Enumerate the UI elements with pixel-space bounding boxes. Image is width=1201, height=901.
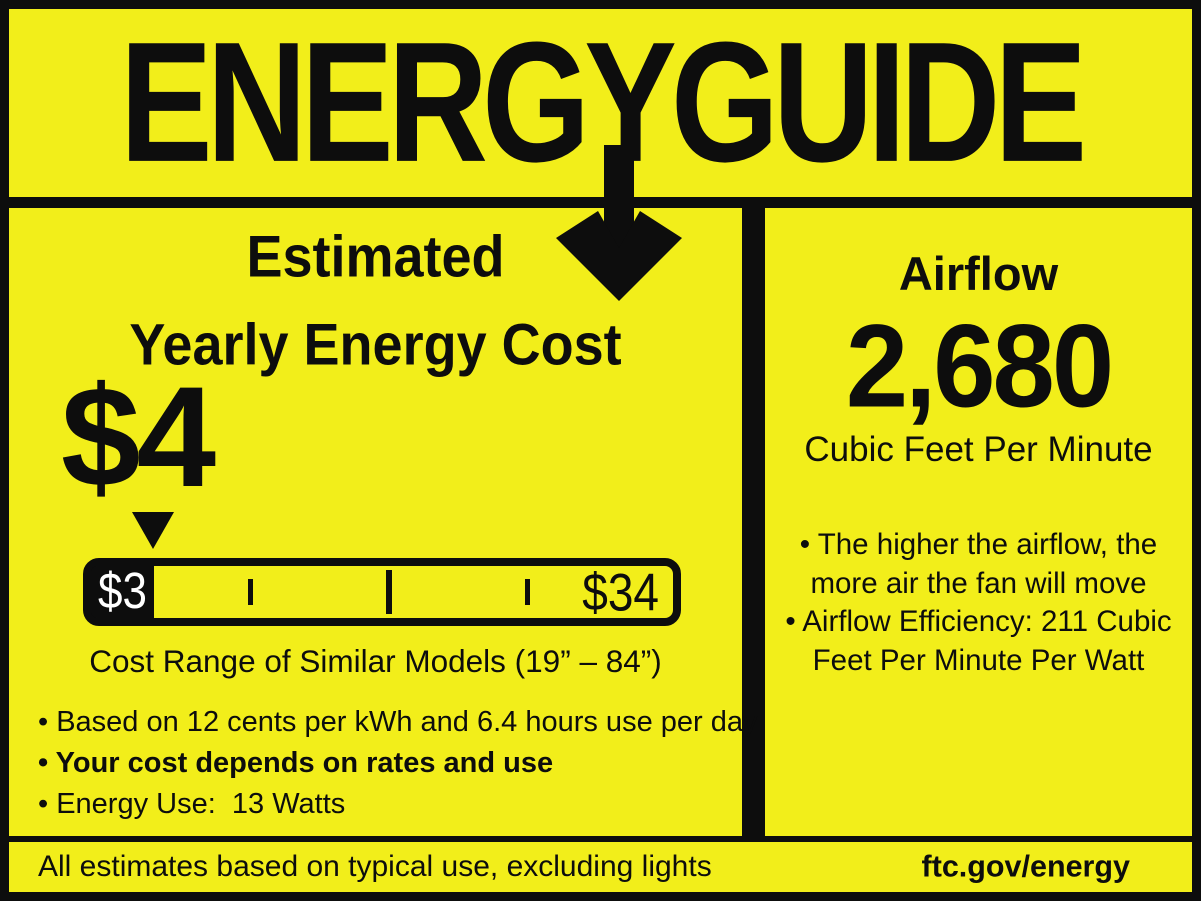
airflow-value: 2,680 <box>845 300 1114 432</box>
cost-footnotes: • Based on 12 cents per kWh and 6.4 hour… <box>38 702 757 825</box>
cost-marker-triangle-icon <box>132 512 174 549</box>
range-low-segment: $3 <box>91 566 154 618</box>
ftc-website-text: ftc.gov/energy <box>921 849 1130 884</box>
cost-range-caption: Cost Range of Similar Models (19” – 84”) <box>89 643 662 679</box>
airflow-note-line: • The higher the airflow, the <box>799 528 1158 561</box>
airflow-section: Airflow 2,680 Cubic Feet Per Minute • Th… <box>765 208 1192 836</box>
estimated-heading: Estimated <box>246 224 505 290</box>
range-high-label: $34 <box>582 562 659 622</box>
footnote-energy-use: • Energy Use: 13 Watts <box>38 788 346 820</box>
footnote-cost-depends: • Your cost depends on rates and use <box>38 747 554 779</box>
yearly-cost-section: Estimated Yearly Energy Cost $4 $3 $34 C… <box>9 208 757 836</box>
footnote-rate-assumption: • Based on 12 cents per kWh and 6.4 hour… <box>38 706 758 738</box>
airflow-notes: • The higher the airflow, the more air t… <box>765 526 1192 680</box>
header-section: ENERGYGUIDE <box>9 9 1192 197</box>
airflow-note-line: Feet Per Minute Per Watt <box>812 643 1145 677</box>
scale-tick <box>248 579 253 605</box>
airflow-heading: Airflow <box>898 247 1059 300</box>
yearly-energy-cost-heading: Yearly Energy Cost <box>129 312 622 378</box>
airflow-unit: Cubic Feet Per Minute <box>804 430 1153 469</box>
airflow-note-line: more air the fan will move <box>810 566 1147 600</box>
scale-tick <box>386 570 392 614</box>
footer-section: All estimates based on typical use, excl… <box>9 842 1192 892</box>
energy-guide-title: ENERGYGUIDE <box>119 7 1087 198</box>
scale-tick <box>525 579 530 605</box>
footer-disclaimer: All estimates based on typical use, excl… <box>38 850 712 883</box>
range-low-label: $3 <box>98 563 147 620</box>
estimated-cost-value: $4 <box>61 358 216 517</box>
cost-range-bar: $3 $34 <box>83 558 681 626</box>
airflow-note-line: • Airflow Efficiency: 211 Cubic <box>785 605 1172 638</box>
